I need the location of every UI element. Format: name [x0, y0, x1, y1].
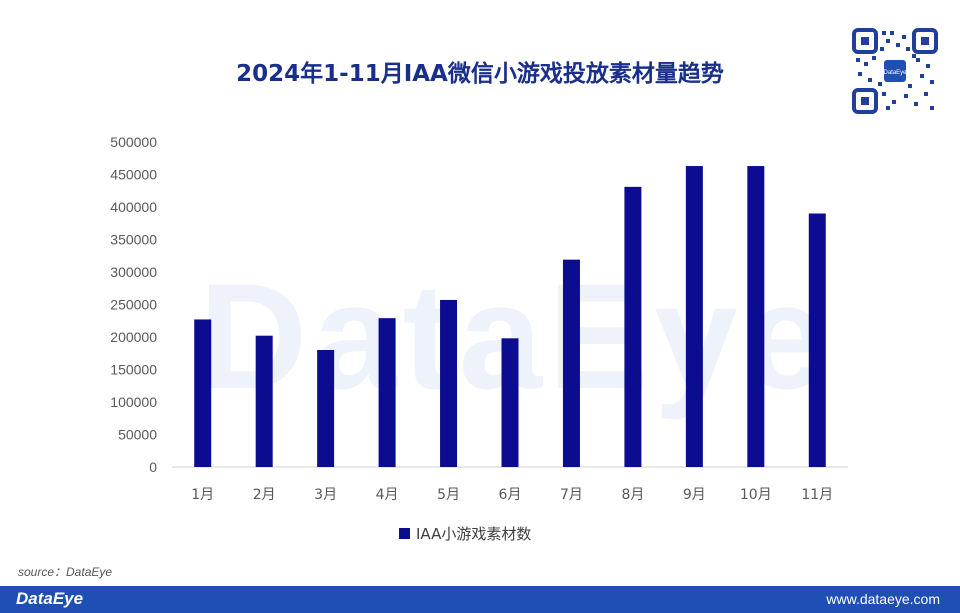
bar — [378, 318, 396, 467]
y-tick-label: 50000 — [118, 427, 157, 443]
y-tick-label: 250000 — [110, 297, 157, 313]
x-tick-label: 4月 — [376, 487, 399, 503]
x-tick-label: 3月 — [314, 487, 337, 503]
bar — [194, 319, 212, 467]
bar — [501, 338, 519, 467]
bar — [562, 259, 580, 467]
y-tick-label: 300000 — [110, 264, 157, 280]
x-tick-label: 2月 — [253, 487, 276, 503]
bar — [255, 335, 273, 467]
x-tick-label: 6月 — [499, 487, 522, 503]
bar — [624, 186, 642, 467]
bar — [685, 166, 703, 468]
y-tick-label: 200000 — [110, 329, 157, 345]
legend-label: IAA小游戏素材数 — [416, 525, 531, 543]
legend-swatch — [399, 528, 410, 539]
y-tick-label: 0 — [149, 459, 157, 475]
chart-title: 2024年1-11月IAA微信小游戏投放素材量趋势 — [236, 61, 724, 87]
bar-chart: 0 50000 100000 150000 200000 250000 300000 3500… — [110, 134, 848, 543]
bar — [747, 166, 765, 468]
y-tick-label: 450000 — [110, 167, 157, 183]
footer-url[interactable]: www.dataeye.com — [826, 591, 940, 607]
y-tick-label: 400000 — [110, 199, 157, 215]
y-tick-label: 150000 — [110, 362, 157, 378]
source-note: source：DataEye — [18, 565, 113, 579]
x-tick-label: 8月 — [621, 487, 644, 503]
x-tick-label: 5月 — [437, 487, 460, 503]
x-tick-label: 9月 — [683, 487, 706, 503]
x-tick-label: 11月 — [801, 487, 833, 503]
x-tick-label: 10月 — [740, 487, 772, 503]
footer-bar: DataEye www.dataeye.com — [0, 586, 960, 613]
y-tick-label: 100000 — [110, 394, 157, 410]
y-tick-label: 350000 — [110, 232, 157, 248]
bar — [317, 350, 335, 467]
footer-brand: DataEye — [16, 589, 84, 608]
bar — [440, 299, 458, 467]
x-tick-label: 7月 — [560, 487, 583, 503]
qr-label: DataEye — [883, 70, 907, 76]
x-tick-label: 1月 — [191, 487, 214, 503]
qr-code-icon[interactable]: DataEye — [852, 28, 938, 114]
y-tick-label: 500000 — [110, 134, 157, 150]
bar — [808, 213, 826, 467]
